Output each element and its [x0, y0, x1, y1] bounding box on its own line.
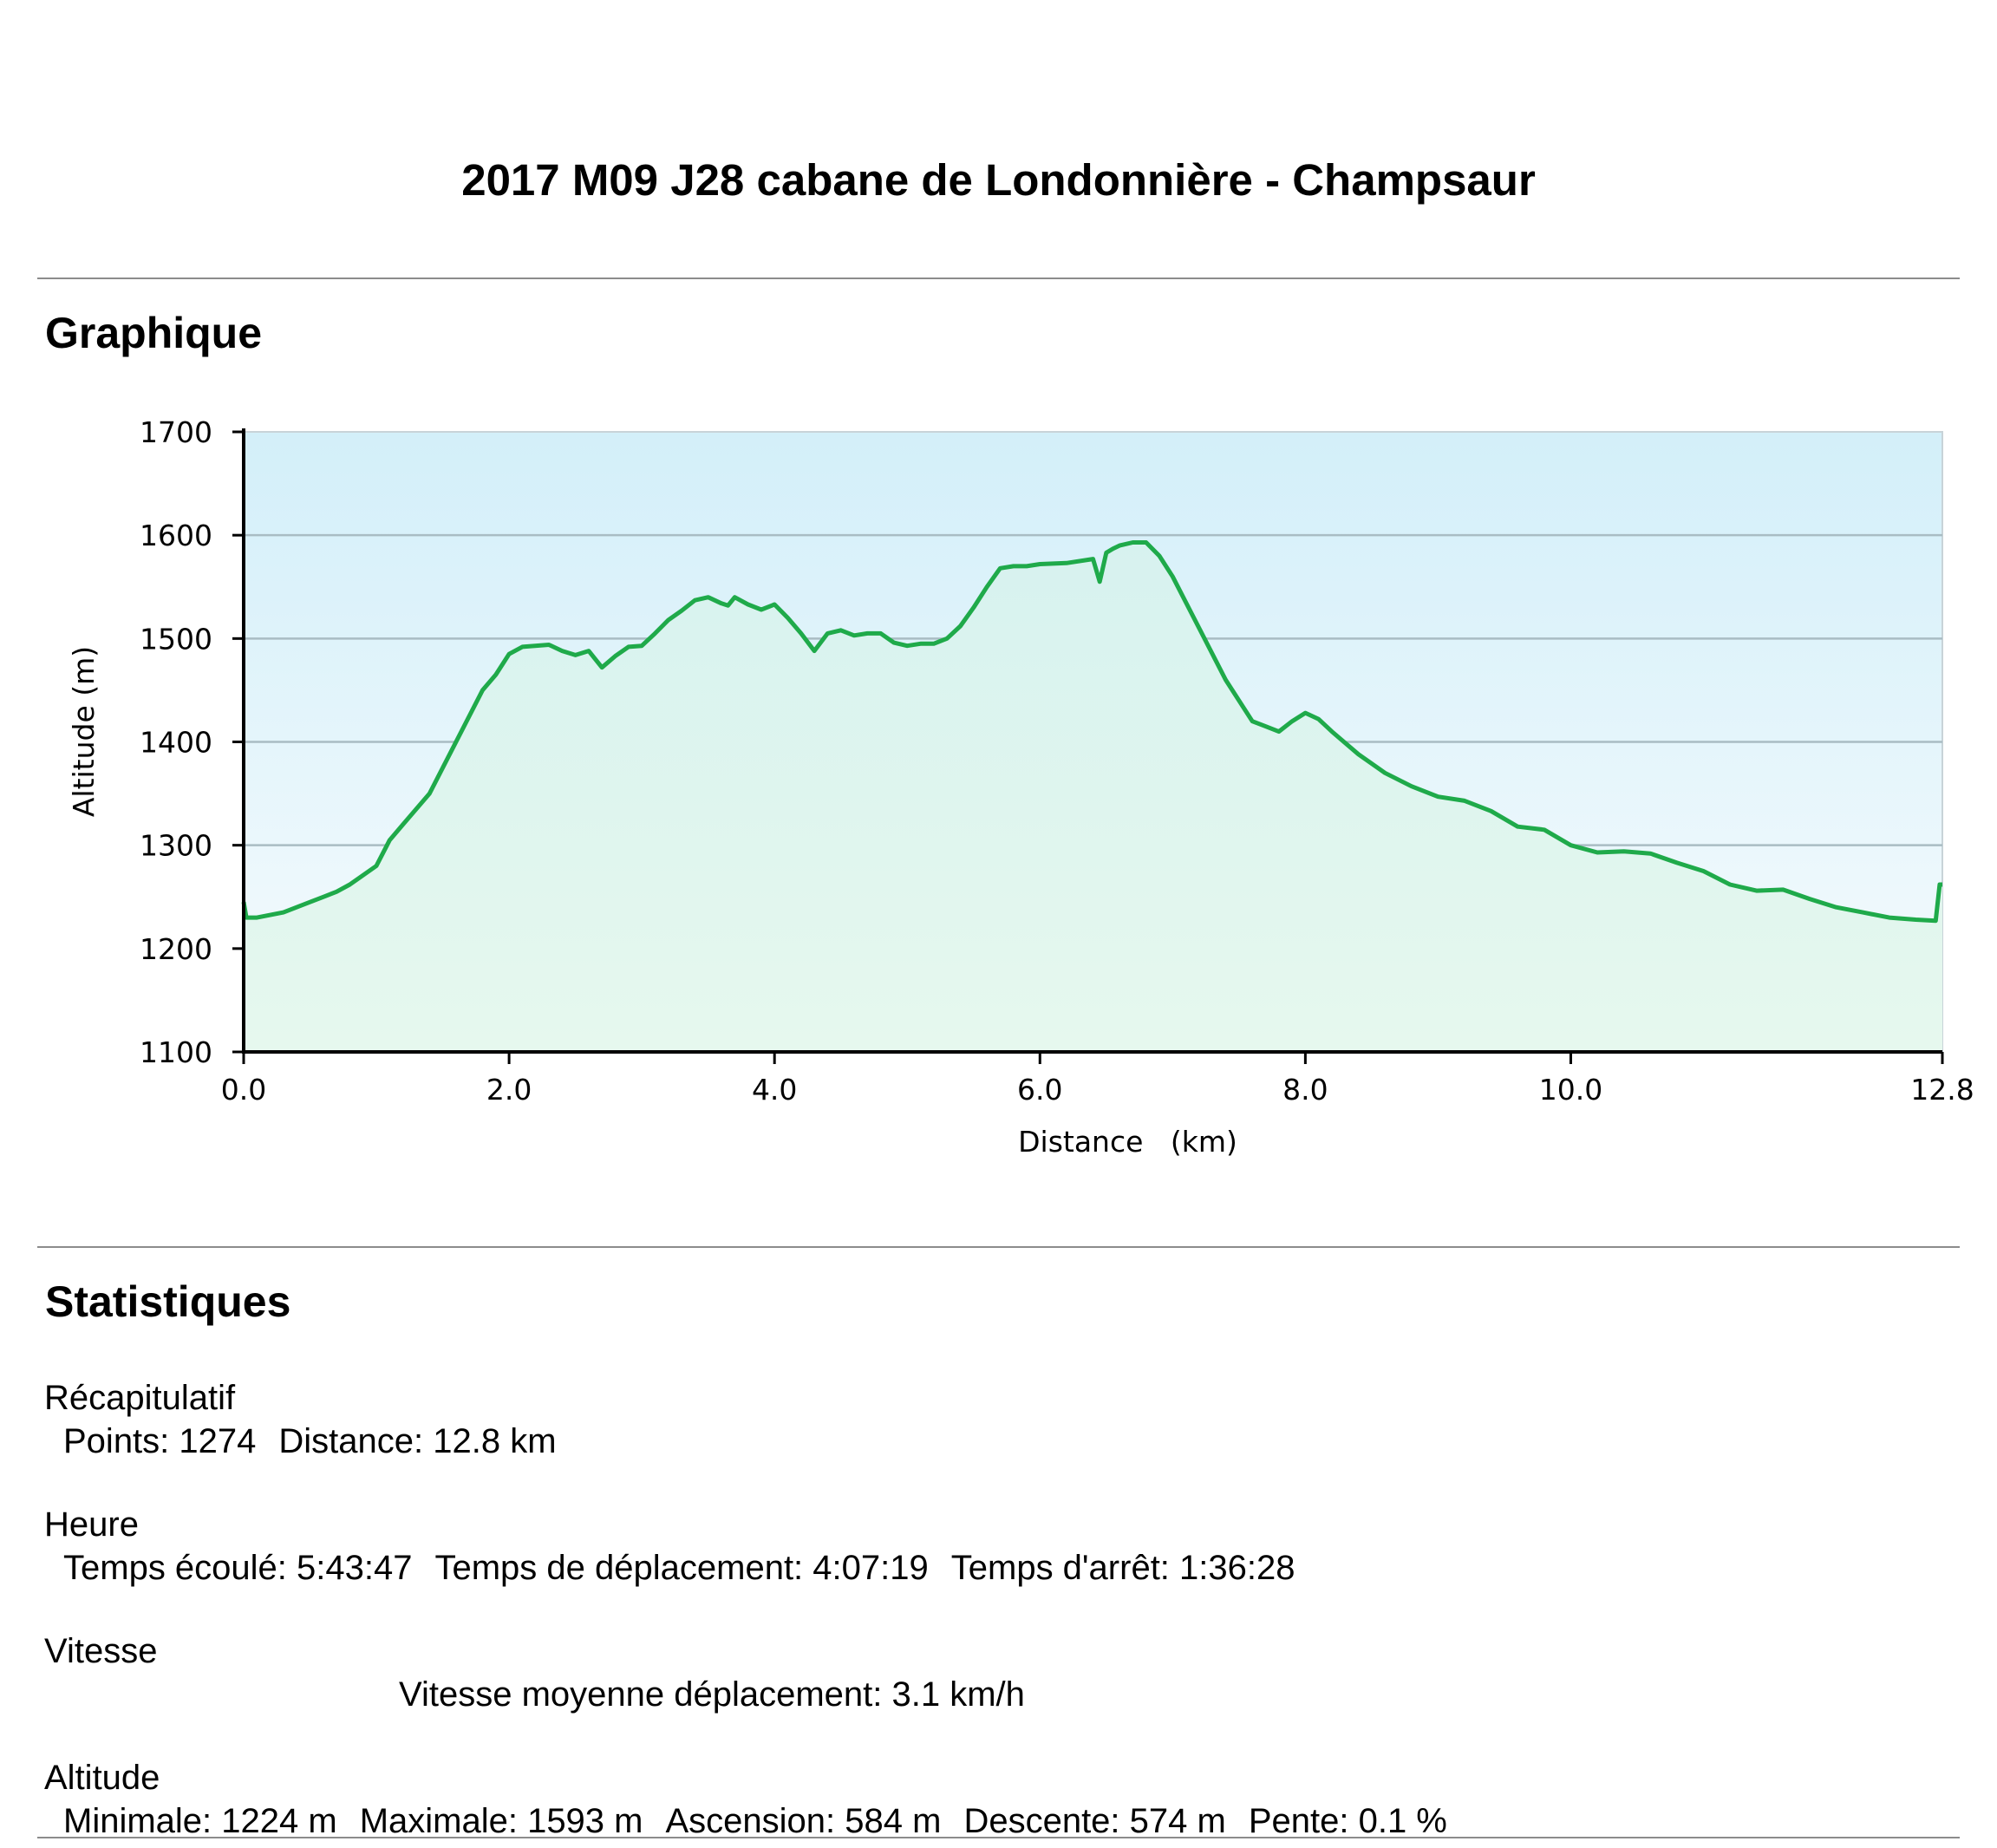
- divider: [37, 1246, 1960, 1248]
- section-title-graph: Graphique: [45, 309, 263, 357]
- y-tick-label: 1300: [140, 829, 212, 863]
- stat-value: Vitesse moyenne déplacement: 3.1 km/h: [399, 1675, 1025, 1714]
- y-tick-label: 1700: [140, 415, 212, 449]
- x-tick-label: 0.0: [221, 1073, 266, 1107]
- x-tick-label: 2.0: [486, 1073, 532, 1107]
- y-tick-label: 1200: [140, 932, 212, 966]
- y-tick-label: 1100: [140, 1035, 212, 1069]
- x-axis-label: Distance (km): [1018, 1125, 1237, 1159]
- elevation-area: [244, 542, 1942, 1052]
- stats-group-title: Vitesse: [44, 1632, 158, 1670]
- stat-value: Descente: 574 m: [963, 1802, 1226, 1840]
- stat-value: Minimale: 1224 m: [63, 1802, 337, 1840]
- x-tick-label: 10.0: [1539, 1073, 1602, 1107]
- stats-group-values: Minimale: 1224 m Maximale: 1593 m Ascensio…: [63, 1802, 1447, 1841]
- elevation-chart: 1700 1600 1500 1400 1300 1200 1100 0.0 2.0 4.0 6.0…: [67, 415, 1974, 1159]
- divider: [37, 278, 1960, 279]
- stats-group-title: Récapitulatif: [44, 1379, 236, 1417]
- y-tick-label: 1400: [140, 726, 212, 760]
- stat-value: Pente: 0.1 %: [1248, 1802, 1447, 1840]
- stats-group-values: Vitesse moyenne déplacement: 3.1 km/h: [399, 1675, 1025, 1714]
- stats-group-title: Heure: [44, 1505, 139, 1544]
- x-tick-label: 4.0: [752, 1073, 797, 1107]
- stats-group-values: Temps écoulé: 5:43:47 Temps de déplacemen…: [63, 1549, 1295, 1588]
- x-tick-label: 8.0: [1282, 1073, 1328, 1107]
- elevation-line: [241, 540, 1942, 924]
- stat-value: Temps d'arrêt: 1:36:28: [950, 1549, 1295, 1587]
- stat-value: Ascension: 584 m: [665, 1802, 942, 1840]
- page-title: 2017 M09 J28 cabane de Londonnière - Cha…: [461, 155, 1536, 205]
- stat-value: Temps de déplacement: 4:07:19: [434, 1549, 929, 1587]
- stat-value: Points: 1274: [63, 1422, 257, 1460]
- x-tick-label: 6.0: [1017, 1073, 1062, 1107]
- y-axis-label: Altitude (m): [67, 646, 101, 817]
- stats-group-values: Points: 1274 Distance: 12.8 km: [63, 1422, 557, 1461]
- stat-value: Maximale: 1593 m: [359, 1802, 643, 1840]
- section-title-stats: Statistiques: [45, 1277, 291, 1326]
- y-tick-label: 1600: [140, 519, 212, 552]
- divider: [37, 1837, 1960, 1838]
- x-tick-label: 12.8: [1910, 1073, 1974, 1107]
- y-tick-label: 1500: [140, 622, 212, 656]
- stat-value: Temps écoulé: 5:43:47: [63, 1549, 413, 1587]
- stat-value: Distance: 12.8 km: [278, 1422, 557, 1460]
- stats-group-title: Altitude: [44, 1759, 160, 1797]
